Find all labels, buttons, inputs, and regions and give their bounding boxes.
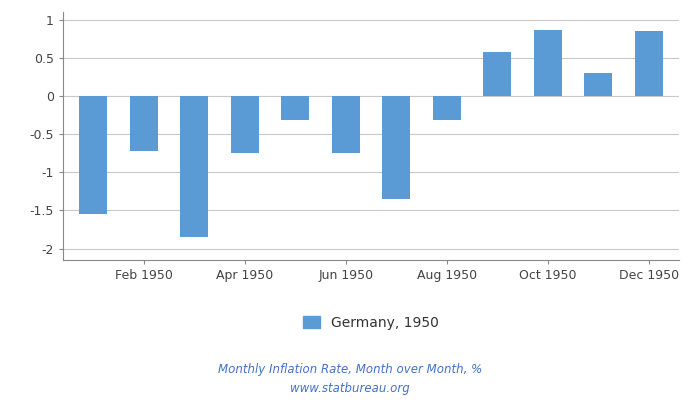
Legend: Germany, 1950: Germany, 1950 — [296, 309, 446, 337]
Bar — [584, 73, 612, 96]
Bar — [231, 96, 259, 153]
Bar — [181, 96, 208, 237]
Bar — [332, 96, 360, 153]
Bar — [382, 96, 410, 199]
Bar — [635, 31, 663, 96]
Bar — [130, 96, 158, 151]
Bar — [483, 52, 511, 96]
Bar — [433, 96, 461, 120]
Bar — [79, 96, 107, 214]
Text: Monthly Inflation Rate, Month over Month, %: Monthly Inflation Rate, Month over Month… — [218, 364, 482, 376]
Text: www.statbureau.org: www.statbureau.org — [290, 382, 410, 395]
Bar — [534, 30, 561, 96]
Bar — [281, 96, 309, 120]
